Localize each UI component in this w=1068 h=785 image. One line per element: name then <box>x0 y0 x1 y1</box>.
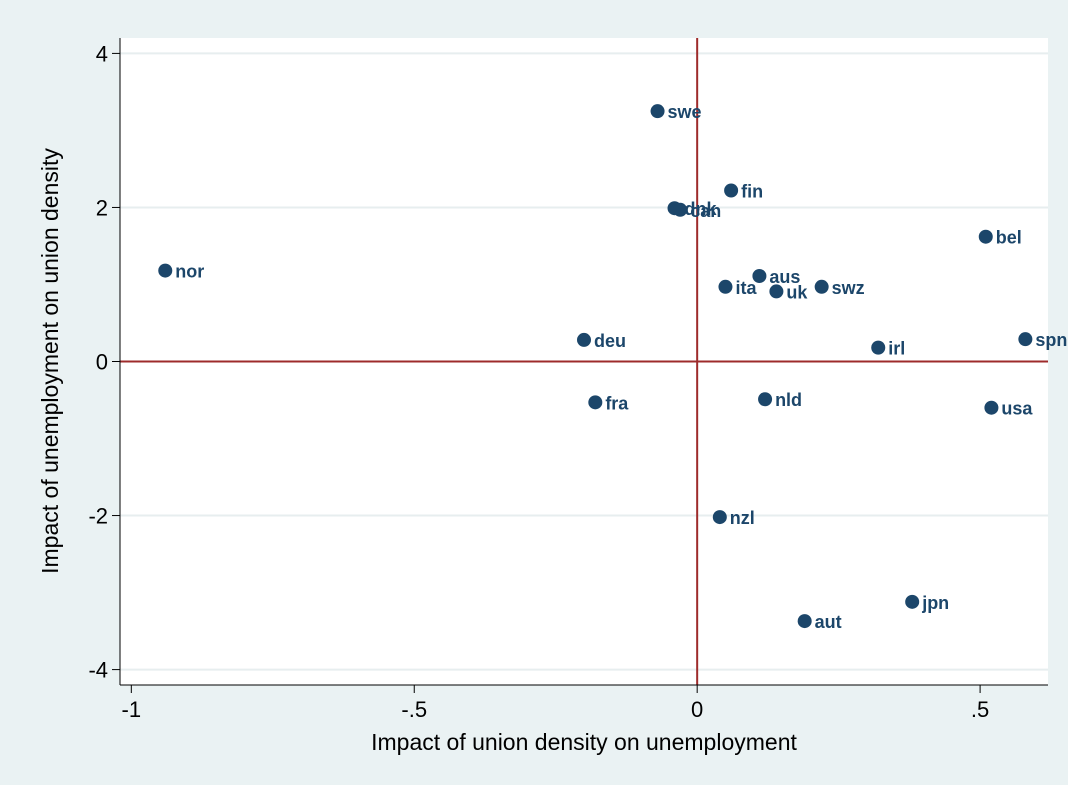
data-point-bel <box>978 229 993 244</box>
point-label-irl: irl <box>888 339 905 359</box>
point-label-spn: spn <box>1035 330 1067 350</box>
data-point-deu <box>577 332 591 347</box>
point-label-uk: uk <box>786 282 808 302</box>
point-label-nzl: nzl <box>730 508 755 528</box>
x-axis-title: Impact of union density on unemployment <box>371 729 797 755</box>
point-label-fin: fin <box>741 182 763 202</box>
data-point-aut <box>797 614 812 629</box>
data-point-usa <box>984 400 999 415</box>
x-tick-label: .5 <box>971 697 989 722</box>
point-label-swz: swz <box>832 278 865 298</box>
y-tick-label: 0 <box>96 350 108 375</box>
data-point-swz <box>814 279 829 294</box>
point-label-swe: swe <box>668 102 702 122</box>
data-point-uk <box>769 284 784 299</box>
data-point-fra <box>588 395 603 410</box>
y-axis-title: Impact of unemployment on union density <box>37 148 63 574</box>
point-label-can: can <box>690 201 721 221</box>
x-tick-label: -1 <box>122 697 142 722</box>
point-label-ita: ita <box>735 278 757 298</box>
point-label-bel: bel <box>996 228 1022 248</box>
data-point-nor <box>158 263 173 278</box>
data-point-nld <box>758 392 773 407</box>
point-label-dnk: dnk <box>685 199 718 219</box>
data-point-can <box>673 202 688 217</box>
data-point-irl <box>871 340 886 355</box>
point-label-deu: deu <box>594 331 626 351</box>
point-label-nld: nld <box>775 390 802 410</box>
point-label-usa: usa <box>1001 399 1033 419</box>
point-label-fra: fra <box>605 393 629 413</box>
y-tick-label: 4 <box>96 41 108 66</box>
x-tick-label: 0 <box>691 697 703 722</box>
reference-lines <box>120 38 1048 685</box>
y-tick-label: 2 <box>96 195 108 220</box>
data-point-spn <box>1018 332 1033 347</box>
point-label-nor: nor <box>175 262 204 282</box>
y-tick-label: -2 <box>88 504 108 529</box>
point-label-jpn: jpn <box>921 593 949 613</box>
data-point-ita <box>718 279 733 294</box>
data-point-fin <box>724 183 739 198</box>
point-label-aut: aut <box>815 612 842 632</box>
x-tick-label: -.5 <box>401 697 427 722</box>
tick-marks: 4 2 0 -2 -4 -1 -.5 0 .5 <box>88 41 989 722</box>
data-point-swe <box>650 104 665 119</box>
data-point-aus <box>752 269 767 284</box>
data-point-jpn <box>905 594 920 609</box>
y-tick-label: -4 <box>88 658 108 683</box>
point-label-aus: aus <box>769 267 800 287</box>
data-point-nzl <box>712 510 727 525</box>
